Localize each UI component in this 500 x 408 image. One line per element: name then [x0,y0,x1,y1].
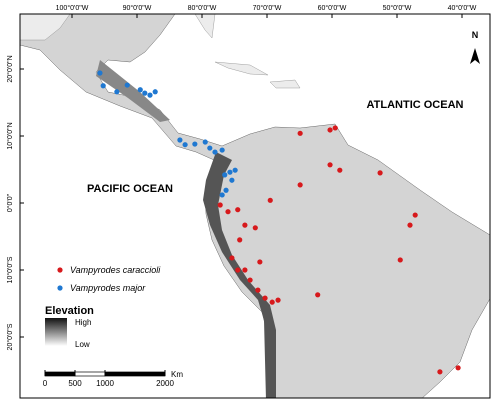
occurrence-point [297,182,303,188]
occurrence-point [222,172,228,178]
y-tick-label: 10°0'0"S [6,256,14,283]
occurrence-point [100,83,106,89]
scale-label: 2000 [156,379,174,388]
scale-label: 0 [43,379,48,388]
occurrence-point [147,92,153,98]
north-label: N [472,30,479,40]
occurrence-point [407,222,413,228]
elevation-title: Elevation [45,305,94,317]
x-tick-label: 90°0'0"W [123,4,152,12]
occurrence-point [227,169,233,175]
legend-label: Vampyrodes major [70,283,146,293]
occurrence-point [235,267,241,273]
occurrence-point [275,297,281,303]
occurrence-point [137,87,143,93]
occurrence-point [337,167,343,173]
occurrence-point [212,149,218,155]
legend-marker [57,285,63,291]
x-tick-label: 60°0'0"W [318,4,347,12]
ocean-label: PACIFIC OCEAN [87,183,173,195]
occurrence-point [437,369,443,375]
occurrence-point [255,287,261,293]
occurrence-point [202,139,208,145]
occurrence-point [182,142,188,148]
scale-label: 500 [68,379,82,388]
occurrence-point [252,225,258,231]
x-tick-label: 70°0'0"W [253,4,282,12]
legend-label: Vampyrodes caraccioli [70,265,161,275]
occurrence-point [229,177,235,183]
occurrence-point [242,222,248,228]
occurrence-point [257,259,263,265]
occurrence-point [192,141,198,147]
occurrence-point [217,202,223,208]
occurrence-point [267,197,273,203]
y-tick-label: 20°0'0"N [6,55,14,82]
legend-marker [57,267,63,273]
occurrence-point [124,82,130,88]
x-tick-label: 40°0'0"W [448,4,477,12]
scale-unit: Km [171,370,183,379]
x-tick-label: 50°0'0"W [383,4,412,12]
occurrence-point [327,162,333,168]
scale-label: 1000 [96,379,114,388]
elevation-high: High [75,318,91,327]
occurrence-point [225,209,231,215]
occurrence-point [235,207,241,213]
occurrence-point [229,255,235,261]
x-tick-label: 100°0'0"W [56,4,89,12]
scale-segment [74,371,106,377]
occurrence-point [223,187,229,193]
occurrence-point [152,89,158,95]
map-frame [19,13,491,399]
y-tick-label: 10°0'0"N [6,122,14,149]
occurrence-point [232,167,238,173]
occurrence-point [97,70,103,76]
occurrence-point [455,365,461,371]
y-tick-label: 20°0'0"S [6,323,14,350]
scale-segment [104,371,166,377]
occurrence-point [114,89,120,95]
ocean-label: ATLANTIC OCEAN [367,99,464,111]
occurrence-point [177,137,183,143]
occurrence-point [412,212,418,218]
occurrence-point [207,145,213,151]
occurrence-point [397,257,403,263]
land [20,14,490,398]
occurrence-point [315,292,321,298]
elevation-ramp [45,318,67,346]
occurrence-point [269,299,275,305]
occurrence-point [142,90,148,96]
elevation-low: Low [75,340,90,349]
occurrence-point [262,295,268,301]
occurrence-point [327,127,333,133]
scale-segment [44,371,76,377]
occurrence-point [377,170,383,176]
occurrence-point [247,277,253,283]
occurrence-point [219,192,225,198]
north-arrow: N [470,30,480,64]
occurrence-point [219,147,225,153]
occurrence-point [237,237,243,243]
occurrence-point [332,125,338,131]
occurrence-point [297,130,303,136]
occurrence-point [242,267,248,273]
x-tick-label: 80°0'0"W [188,4,217,12]
y-tick-label: 0°0'0" [6,193,14,212]
